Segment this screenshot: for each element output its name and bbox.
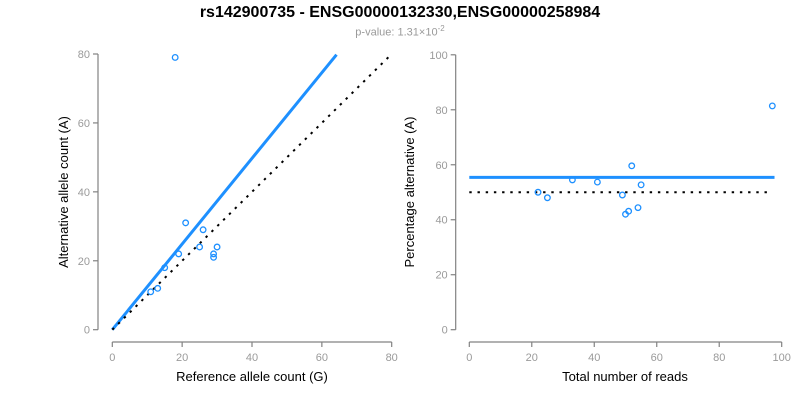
data-point bbox=[175, 250, 183, 258]
y-tick-label: 40 bbox=[435, 215, 447, 227]
y-tick-label: 40 bbox=[78, 187, 90, 199]
data-point bbox=[568, 176, 576, 184]
x-tick-label: 40 bbox=[588, 352, 600, 364]
y-tick-label: 0 bbox=[442, 325, 448, 337]
y-tick-label: 100 bbox=[429, 50, 447, 62]
data-point bbox=[543, 194, 551, 202]
y-axis-title: Alternative allele count (A) bbox=[56, 116, 71, 268]
y-axis-title: Percentage alternative (A) bbox=[402, 116, 417, 267]
x-tick-label: 80 bbox=[713, 352, 725, 364]
right-scatter-plot: 0 20 40 60 80 100 0 20 40 60 80 100 Total number of … bbox=[402, 50, 791, 384]
y-tick-label: 20 bbox=[435, 270, 447, 282]
data-point bbox=[147, 288, 155, 296]
y-tick-label: 80 bbox=[435, 105, 447, 117]
data-point bbox=[768, 102, 776, 110]
x-axis-title: Total number of reads bbox=[562, 369, 688, 384]
fitted-ratio-line bbox=[111, 53, 338, 331]
y-tick-label: 20 bbox=[78, 256, 90, 268]
figure-subtitle: p-value: 1.31×10-2 bbox=[0, 24, 800, 39]
y-tick-label: 80 bbox=[78, 49, 90, 61]
x-tick-label: 40 bbox=[246, 352, 258, 364]
data-point bbox=[199, 226, 207, 234]
x-tick-label: 0 bbox=[109, 352, 115, 364]
data-point bbox=[628, 162, 636, 170]
data-point bbox=[593, 178, 601, 186]
pvalue-text: p-value: 1.31×10 bbox=[355, 26, 438, 39]
x-tick-label: 60 bbox=[316, 352, 328, 364]
data-point bbox=[622, 210, 629, 218]
x-axis-title: Reference allele count (G) bbox=[176, 369, 328, 384]
data-point bbox=[534, 188, 542, 196]
x-tick-label: 0 bbox=[466, 352, 472, 364]
y-tick-label: 60 bbox=[435, 160, 447, 172]
data-point bbox=[196, 243, 204, 251]
x-tick-label: 20 bbox=[526, 352, 538, 364]
y-tick-label: 60 bbox=[78, 118, 90, 130]
pvalue-exponent: -2 bbox=[437, 24, 445, 33]
left-scatter-plot: 0 20 40 60 80 0 20 40 60 80 Reference allele count… bbox=[56, 49, 398, 384]
data-point bbox=[634, 204, 642, 212]
data-point bbox=[154, 284, 162, 292]
data-point bbox=[161, 264, 169, 272]
data-point bbox=[171, 53, 179, 61]
data-point bbox=[618, 191, 626, 199]
figure-title: rs142900735 - ENSG00000132330,ENSG000002… bbox=[199, 4, 601, 21]
y-tick-label: 0 bbox=[84, 325, 90, 337]
x-tick-label: 60 bbox=[651, 352, 663, 364]
identity-line bbox=[111, 55, 390, 331]
data-point bbox=[210, 250, 218, 258]
data-point bbox=[213, 243, 221, 251]
x-tick-label: 20 bbox=[176, 352, 188, 364]
data-point bbox=[637, 181, 645, 189]
x-tick-label: 100 bbox=[773, 352, 791, 364]
data-point bbox=[210, 253, 218, 261]
data-point bbox=[182, 219, 190, 227]
x-tick-label: 80 bbox=[386, 352, 398, 364]
